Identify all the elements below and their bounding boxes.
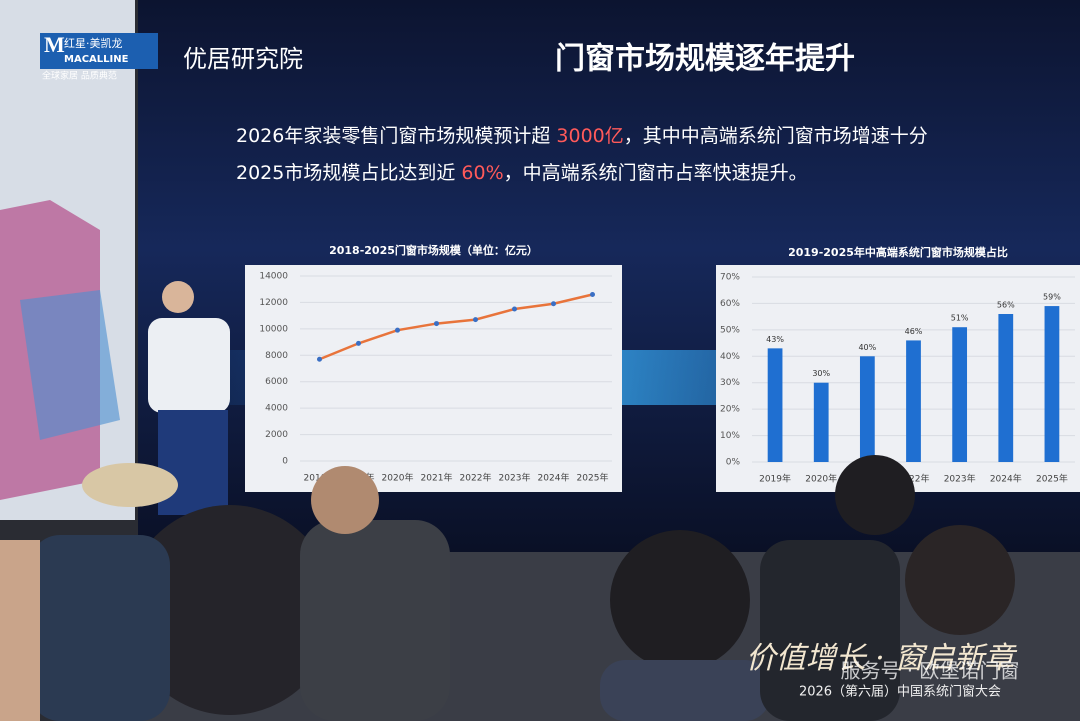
value-label: 40% — [858, 343, 876, 352]
slide-title: 门窗市场规模逐年提升 — [555, 42, 855, 77]
paragraph-segment: 3000亿 — [556, 125, 623, 147]
y-tick-label: 4000 — [265, 404, 288, 414]
logo-mark: M — [44, 32, 65, 57]
charts: 2018-2025门窗市场规模（单位：亿元） 0 2000 4000 6000 8000 1… — [245, 243, 1080, 492]
y-tick-label: 6000 — [265, 377, 288, 387]
chart-panel — [245, 265, 622, 492]
y-tick-label: 8000 — [265, 351, 288, 361]
audience-head — [835, 455, 915, 535]
x-tick-label: 2023年 — [499, 472, 531, 484]
audience-body — [30, 535, 170, 721]
line-marker — [512, 306, 517, 312]
audience-head — [610, 530, 750, 670]
value-label: 43% — [766, 335, 784, 344]
paragraph-segment: 2025市场规模占比达到近 — [236, 162, 461, 184]
x-tick-label: 2019年 — [759, 473, 791, 485]
paragraph-segment: 60% — [461, 162, 503, 184]
value-label: 56% — [997, 301, 1015, 310]
logo-box — [40, 33, 158, 69]
y-tick-label: 40% — [720, 352, 740, 362]
line-marker — [317, 356, 322, 362]
value-label: 59% — [1043, 293, 1061, 302]
x-tick-label: 2025年 — [1036, 473, 1068, 485]
x-tick-label: 2020年 — [805, 473, 837, 485]
y-tick-label: 30% — [720, 378, 740, 388]
bar — [1044, 306, 1060, 462]
y-tick-label: 0% — [726, 458, 741, 468]
bar — [952, 327, 968, 462]
chart-title: 2019-2025年中高端系统门窗市场规模占比 — [788, 245, 1008, 259]
audience-body — [300, 520, 450, 721]
paragraph-segment: ，其中中高端系统门窗市场增速十分 — [624, 125, 928, 147]
x-tick-label: 2022年 — [460, 472, 492, 484]
value-label: 46% — [905, 327, 923, 336]
y-tick-label: 60% — [720, 299, 740, 309]
audience-head — [311, 466, 379, 534]
audience-head — [905, 525, 1015, 635]
y-tick-label: 10000 — [259, 324, 288, 334]
x-tick-label: 2024年 — [990, 473, 1022, 485]
y-tick-label: 50% — [720, 325, 740, 335]
line-marker — [434, 321, 439, 327]
bar — [998, 314, 1014, 462]
value-label: 51% — [951, 314, 969, 323]
y-tick-label: 0 — [282, 457, 288, 467]
institute: 优居研究院 — [183, 45, 303, 73]
x-tick-label: 2024年 — [538, 472, 570, 484]
y-tick-label: 20% — [720, 405, 740, 415]
y-tick-label: 2000 — [265, 430, 288, 440]
value-label: 30% — [812, 369, 830, 378]
paragraph-segment: ，中高端系统门窗市占率快速提升。 — [504, 162, 808, 184]
paragraph-segment: 2026年家装零售门窗市场规模预计超 — [236, 125, 556, 147]
y-tick-label: 12000 — [259, 298, 288, 308]
bar — [859, 356, 875, 462]
banner-slogan: 价值增长 · 窗启新章 — [746, 641, 1018, 676]
logo-brand-en: MACALLINE — [64, 54, 129, 65]
audience-head — [125, 505, 335, 715]
audience-face — [0, 540, 40, 721]
x-tick-label: 2023年 — [944, 473, 976, 485]
line-marker — [551, 301, 556, 307]
y-tick-label: 70% — [720, 273, 740, 283]
bar — [767, 348, 783, 462]
line-series — [319, 293, 593, 361]
x-tick-label: 2025年 — [577, 472, 609, 484]
logo-brand: 红星·美凯龙 — [64, 37, 123, 50]
x-tick-label: 2021年 — [421, 472, 453, 484]
presenter-head — [162, 281, 194, 313]
presenter-shirt — [148, 318, 230, 413]
line-marker — [590, 292, 595, 297]
x-tick-label: 2020年 — [382, 472, 414, 484]
paragraph-line: 2025市场规模占比达到近 60%，中高端系统门窗市占率快速提升。 — [236, 162, 808, 184]
logo-slogan: 全球家居 品质典范 — [42, 70, 117, 82]
audience-body — [760, 540, 900, 721]
audience-body — [600, 660, 770, 721]
wall-pattern — [20, 290, 120, 440]
y-tick-label: 10% — [720, 431, 740, 441]
y-tick-label: 14000 — [259, 272, 288, 282]
watermark: 服务号 · 欧堡诺门窗 — [840, 659, 1019, 683]
banner-event: 2026（第六届）中国系统门窗大会 — [799, 684, 1001, 700]
audience-hat — [82, 463, 178, 507]
bar — [906, 340, 921, 462]
paragraph-line: 2026年家装零售门窗市场规模预计超 3000亿，其中中高端系统门窗市场增速十分 — [236, 125, 928, 147]
line-marker — [395, 327, 400, 333]
line-marker — [356, 340, 361, 346]
line-marker — [473, 317, 478, 323]
chart-title: 2018-2025门窗市场规模（单位：亿元） — [329, 243, 538, 257]
bar — [813, 382, 829, 462]
presenter-trousers — [158, 410, 228, 515]
